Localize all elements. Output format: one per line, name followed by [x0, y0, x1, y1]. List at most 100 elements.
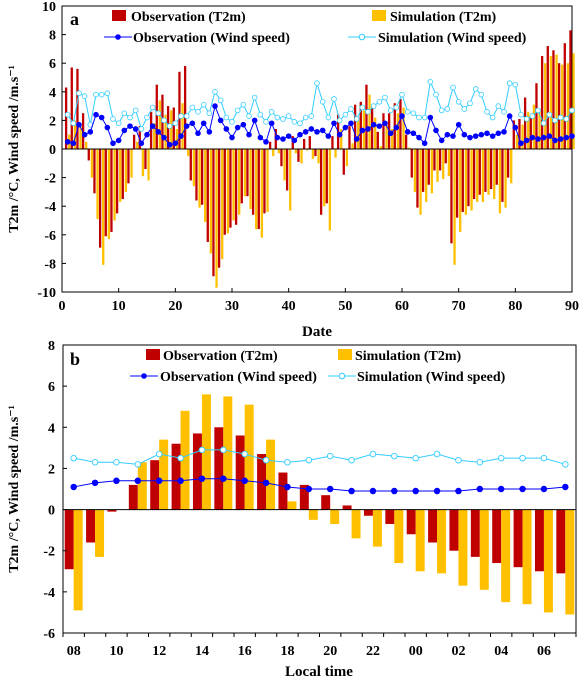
point-sim-wind: [149, 104, 156, 111]
point-obs-wind: [178, 133, 184, 139]
point-obs-wind: [284, 483, 291, 491]
point-sim-wind: [251, 94, 258, 101]
point-obs-wind: [444, 131, 451, 138]
point-sim-wind: [134, 461, 142, 468]
point-sim-wind: [280, 116, 286, 122]
bar-obs-t2m: [495, 149, 498, 185]
point-sim-wind: [404, 109, 411, 115]
bar-sim-t2m: [164, 114, 167, 149]
point-sim-wind: [212, 89, 218, 95]
point-obs-wind: [497, 485, 505, 493]
y-tick-label: 0: [49, 143, 56, 158]
bar-obs-t2m: [404, 134, 408, 149]
point-obs-wind: [206, 129, 213, 135]
point-obs-wind: [353, 136, 360, 142]
x-tick-label: 14: [195, 644, 209, 659]
bar-obs-t2m: [285, 149, 289, 191]
point-sim-wind: [433, 91, 439, 98]
point-sim-wind: [144, 114, 150, 121]
x-tick-label: 18: [280, 644, 294, 659]
point-obs-wind: [93, 111, 99, 118]
bar-sim-t2m: [215, 149, 218, 288]
bar-sim-t2m: [96, 149, 99, 220]
bar-sim-t2m: [255, 149, 258, 230]
point-obs-wind: [98, 114, 105, 121]
bar-obs-t2m: [171, 443, 181, 510]
point-sim-wind: [240, 101, 247, 108]
point-obs-wind: [195, 130, 201, 137]
point-sim-wind: [478, 91, 485, 98]
bar-sim-t2m: [300, 149, 303, 164]
bar-sim-t2m: [136, 141, 139, 149]
bar-obs-t2m: [297, 149, 300, 162]
point-sim-wind: [241, 450, 248, 458]
bar-sim-t2m: [481, 149, 485, 202]
bar-obs-t2m: [359, 101, 362, 149]
point-sim-wind: [132, 107, 139, 114]
bar-obs-t2m: [192, 433, 202, 510]
bar-obs-t2m: [376, 131, 379, 149]
point-obs-wind: [263, 139, 269, 145]
point-obs-wind: [540, 134, 547, 141]
bar-obs-t2m: [132, 134, 136, 149]
legend-marker-obs-wind: [141, 373, 147, 379]
point-obs-wind: [433, 127, 439, 134]
point-obs-wind: [369, 487, 377, 495]
point-sim-wind: [234, 107, 241, 114]
bar-obs-t2m: [478, 149, 481, 195]
bar-sim-t2m: [287, 501, 297, 510]
bar-obs-t2m: [257, 149, 260, 230]
bar-sim-t2m: [464, 149, 468, 215]
point-sim-wind: [98, 91, 105, 98]
point-sim-wind: [257, 111, 264, 118]
point-sim-wind: [229, 119, 235, 125]
bar-sim-t2m: [249, 149, 252, 210]
bar-sim-t2m: [498, 149, 502, 214]
bar-sim-t2m: [226, 149, 230, 234]
point-obs-wind: [540, 485, 548, 493]
bar-sim-t2m: [170, 110, 173, 149]
legend-label-sim-wind: Simulation (Wind speed): [357, 370, 506, 385]
point-sim-wind: [284, 459, 291, 466]
bar-obs-t2m: [278, 472, 288, 510]
bar-sim-t2m: [459, 149, 462, 232]
point-sim-wind: [64, 111, 71, 118]
point-sim-wind: [348, 456, 355, 464]
bar-obs-t2m: [428, 509, 438, 543]
point-sim-wind: [476, 459, 484, 466]
bar-obs-t2m: [501, 149, 504, 202]
point-obs-wind: [212, 103, 218, 109]
bar-obs-t2m: [410, 149, 413, 178]
point-obs-wind: [241, 477, 248, 485]
point-obs-wind: [472, 133, 479, 139]
y-tick-label: 6: [49, 57, 56, 72]
y-tick-label: 8: [49, 29, 56, 44]
bar-sim-t2m: [425, 149, 428, 202]
bar-sim-t2m: [266, 149, 269, 212]
point-obs-wind: [365, 126, 371, 132]
bar-obs-t2m: [444, 149, 447, 164]
bar-sim-t2m: [204, 149, 207, 222]
bar-obs-t2m: [563, 43, 566, 149]
bar-obs-t2m: [433, 149, 436, 171]
point-sim-wind: [155, 450, 163, 458]
bar-obs-t2m: [149, 111, 153, 149]
bar-sim-t2m: [308, 509, 318, 520]
bar-obs-t2m: [529, 116, 532, 149]
point-sim-wind: [427, 78, 434, 85]
bar-sim-t2m: [260, 149, 264, 238]
point-sim-wind: [370, 103, 377, 109]
point-sim-wind: [127, 114, 133, 121]
bar-obs-t2m: [513, 509, 523, 568]
x-tick-label: 10: [112, 299, 126, 314]
point-obs-wind: [280, 136, 286, 142]
bar-obs-t2m: [121, 149, 124, 200]
point-sim-wind: [421, 114, 428, 121]
bar-obs-t2m: [556, 509, 566, 574]
point-sim-wind: [291, 119, 298, 125]
bar-obs-t2m: [382, 113, 385, 149]
bar-obs-t2m: [155, 84, 158, 149]
bar-obs-t2m: [280, 149, 283, 167]
y-tick-label: -4: [44, 200, 56, 215]
bar-obs-t2m: [535, 83, 538, 149]
